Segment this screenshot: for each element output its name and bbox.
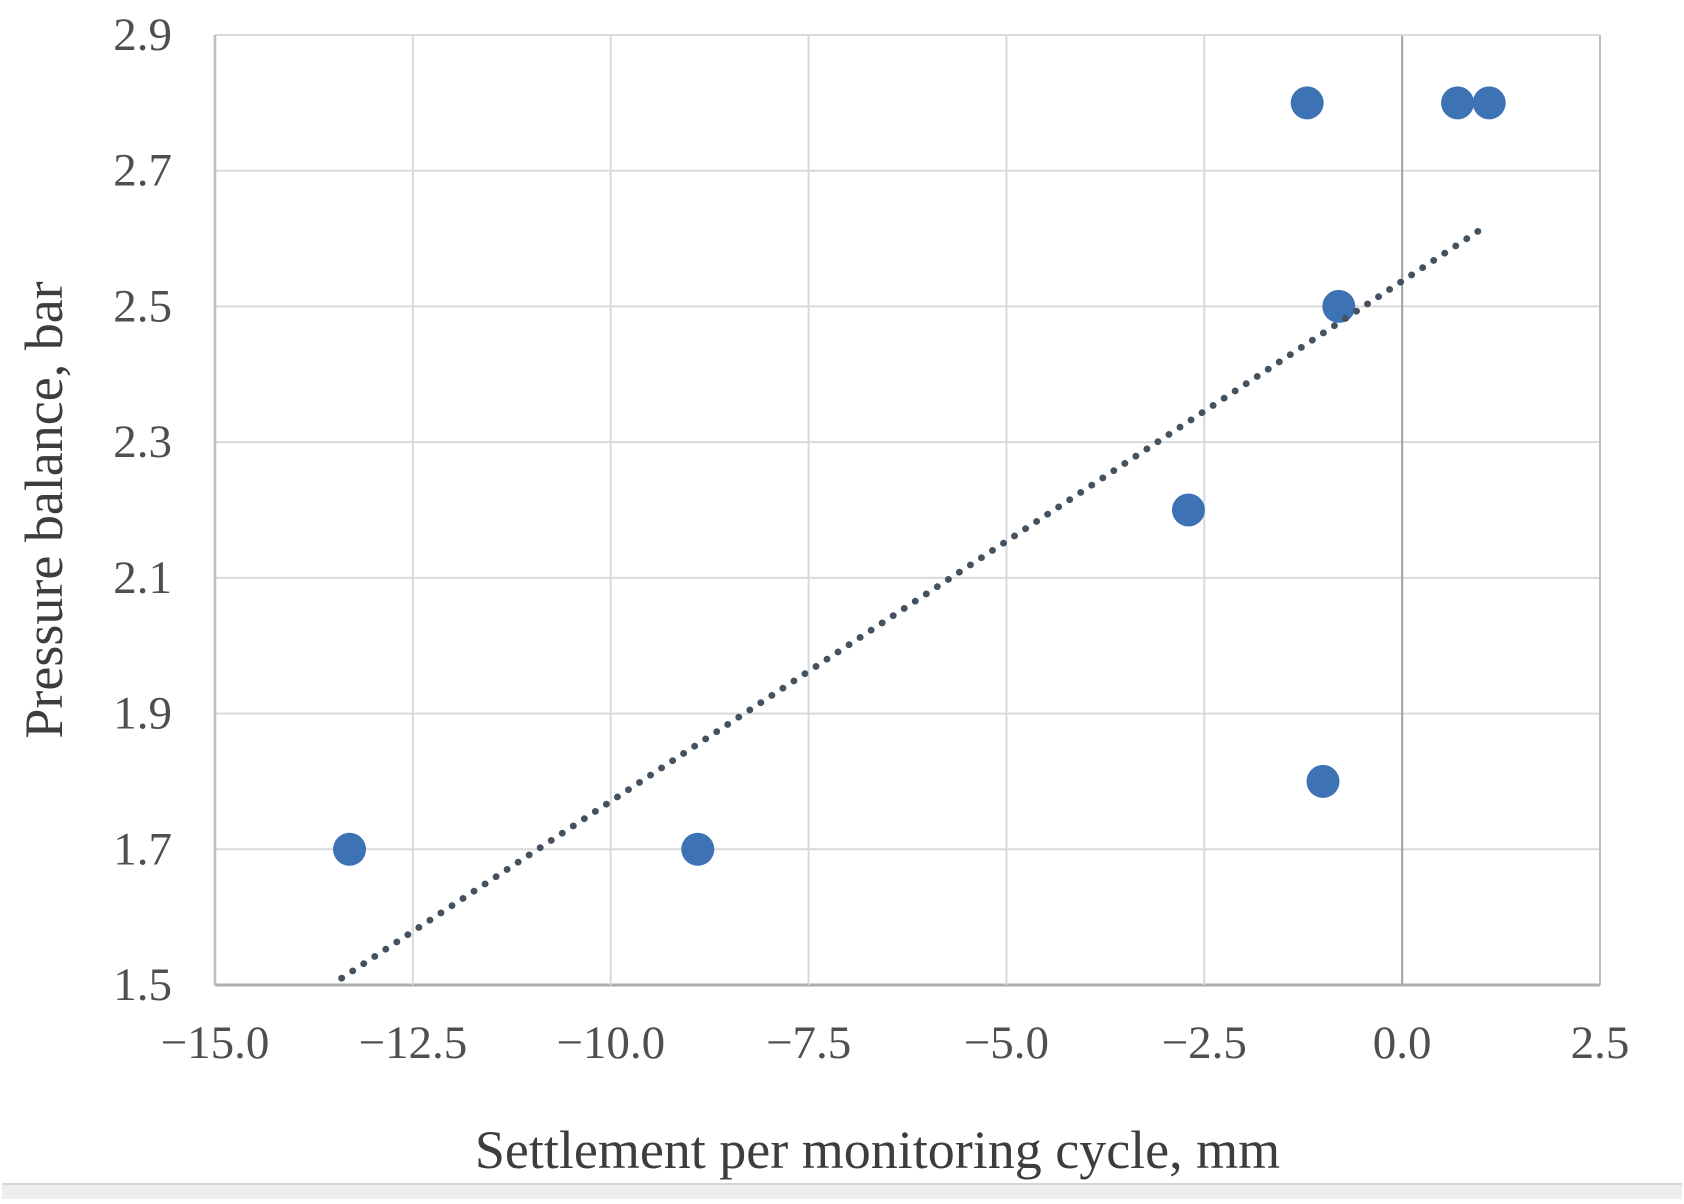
data-point xyxy=(1171,493,1205,527)
x-tick-label: −5.0 xyxy=(964,1017,1049,1069)
trendline xyxy=(338,221,1492,982)
data-point xyxy=(1441,86,1475,120)
y-axis-title: Pressure balance, bar xyxy=(14,281,74,738)
x-tick-label: −7.5 xyxy=(766,1017,851,1069)
x-axis-title: Settlement per monitoring cycle, mm xyxy=(475,1120,1280,1180)
y-tick-label: 1.7 xyxy=(113,823,172,875)
page-bottom-strip xyxy=(2,1185,1682,1199)
y-tick-label: 2.3 xyxy=(113,416,172,468)
data-point xyxy=(333,832,367,866)
data-point xyxy=(1290,86,1324,120)
x-tick-label: −10.0 xyxy=(556,1017,665,1069)
y-tick-label: 2.7 xyxy=(113,145,172,197)
data-point xyxy=(1472,86,1506,120)
x-tick-label: −12.5 xyxy=(358,1017,467,1069)
y-tick-label: 1.5 xyxy=(113,959,172,1011)
data-point xyxy=(681,832,715,866)
data-point xyxy=(1306,764,1340,798)
x-tick-label: 0.0 xyxy=(1373,1017,1432,1069)
x-tick-label: −2.5 xyxy=(1162,1017,1247,1069)
y-tick-label: 2.9 xyxy=(113,9,172,61)
y-tick-label: 2.1 xyxy=(113,552,172,604)
y-tick-label: 1.9 xyxy=(113,688,172,740)
data-point xyxy=(1322,289,1356,323)
x-tick-label: 2.5 xyxy=(1571,1017,1630,1069)
x-tick-label: −15.0 xyxy=(161,1017,270,1069)
y-tick-label: 2.5 xyxy=(113,280,172,332)
